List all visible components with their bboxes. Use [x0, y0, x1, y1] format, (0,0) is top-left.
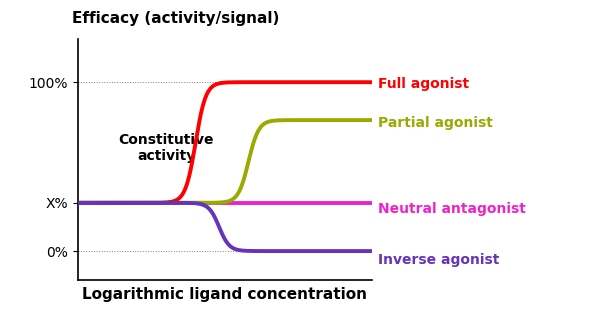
Text: Neutral antagonist: Neutral antagonist	[378, 202, 526, 216]
Text: Constitutive
activity: Constitutive activity	[118, 133, 214, 163]
X-axis label: Logarithmic ligand concentration: Logarithmic ligand concentration	[83, 287, 367, 302]
Text: Full agonist: Full agonist	[378, 77, 469, 91]
Text: Efficacy (activity/signal): Efficacy (activity/signal)	[72, 11, 280, 26]
Text: Inverse agonist: Inverse agonist	[378, 253, 499, 267]
Text: Partial agonist: Partial agonist	[378, 116, 493, 130]
